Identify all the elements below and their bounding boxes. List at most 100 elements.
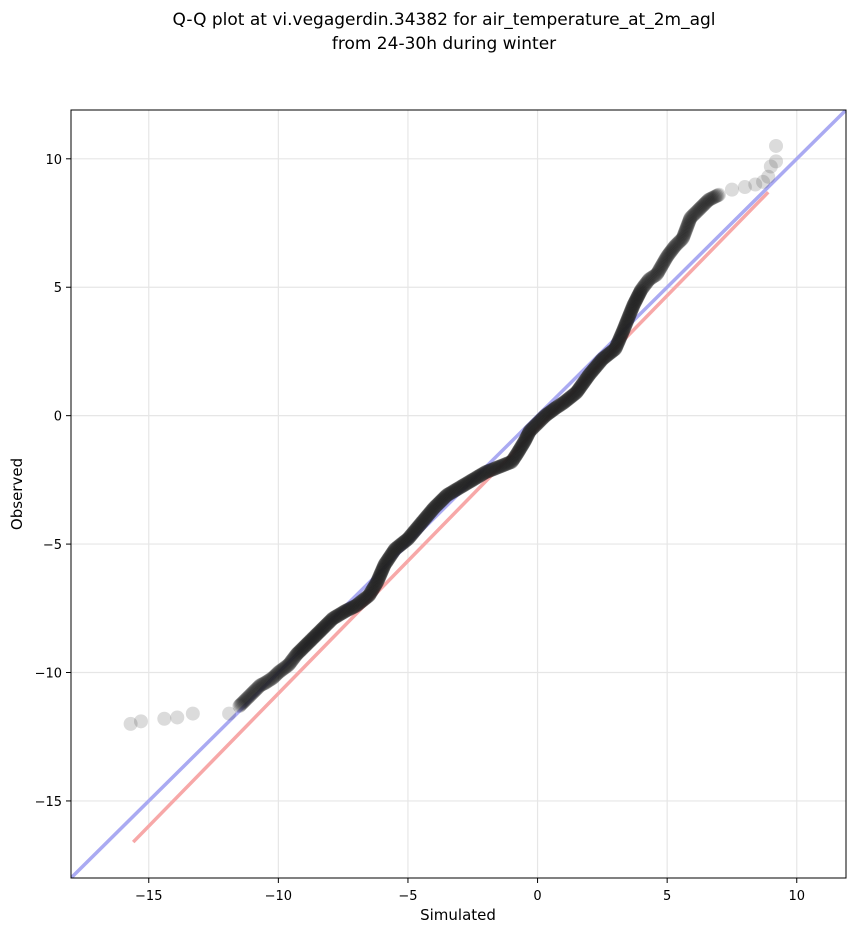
- qq-point: [528, 418, 543, 433]
- qq-point: [696, 198, 711, 213]
- qq-point: [438, 489, 453, 504]
- identity-line: [71, 110, 846, 878]
- qq-point: [624, 303, 639, 318]
- qq-point: [343, 601, 358, 616]
- qq-point: [272, 664, 287, 679]
- qq-point: [318, 619, 333, 634]
- qq-point: [349, 598, 364, 613]
- qq-point: [544, 404, 559, 419]
- qq-point: [252, 679, 267, 694]
- qq-point: [657, 254, 672, 269]
- qq-point: [423, 504, 438, 519]
- qq-point: [681, 214, 696, 229]
- qq-point: [313, 623, 328, 638]
- qq-point: [641, 273, 656, 288]
- qq-point: [371, 571, 386, 586]
- qq-point: [614, 328, 629, 343]
- qq-point: [314, 622, 329, 637]
- qq-point: [578, 372, 593, 387]
- qq-point: [484, 462, 499, 477]
- qq-point: [291, 645, 306, 660]
- qq-point: [652, 262, 667, 277]
- qq-point: [288, 648, 303, 663]
- qq-point: [476, 466, 491, 481]
- qq-point: [571, 383, 586, 398]
- qq-point: [456, 478, 471, 493]
- qq-point: [336, 605, 351, 620]
- qq-point: [519, 430, 534, 445]
- qq-point: [459, 476, 474, 491]
- qq-point: [564, 389, 579, 404]
- qq-point: [382, 549, 397, 564]
- qq-point: [404, 527, 419, 542]
- qq-point: [610, 336, 625, 351]
- qq-point: [426, 501, 441, 516]
- qq-point: [450, 482, 465, 497]
- qq-point: [555, 396, 570, 411]
- qq-point: [527, 419, 542, 434]
- qq-point: [287, 649, 302, 664]
- qq-point: [686, 207, 701, 222]
- qq-point: [257, 676, 272, 691]
- qq-point: [627, 296, 642, 311]
- qq-point: [592, 355, 607, 370]
- qq-point: [316, 620, 331, 635]
- qq-point: [435, 492, 450, 507]
- qq-point: [397, 534, 412, 549]
- qq-point: [635, 280, 650, 295]
- qq-point: [414, 515, 429, 530]
- qq-point: [237, 693, 252, 708]
- qq-point: [507, 451, 522, 466]
- qq-point: [431, 496, 446, 511]
- qq-point: [596, 351, 611, 366]
- qq-point: [691, 203, 706, 218]
- qq-point: [618, 318, 633, 333]
- qq-point: [374, 564, 389, 579]
- qq-point: [632, 286, 647, 301]
- qq-point: [541, 406, 556, 421]
- x-tick-label: 5: [663, 889, 671, 904]
- qq-point: [681, 216, 696, 231]
- qq-point: [286, 652, 301, 667]
- qq-point: [393, 537, 408, 552]
- qq-point: [670, 236, 685, 251]
- qq-point: [685, 208, 700, 223]
- qq-point: [298, 638, 313, 653]
- qq-point: [399, 532, 414, 547]
- qq-point: [608, 341, 623, 356]
- qq-point: [575, 377, 590, 392]
- qq-point: [563, 390, 578, 405]
- qq-point: [617, 321, 632, 336]
- qq-point: [678, 224, 693, 239]
- qq-point: [601, 347, 616, 362]
- qq-point: [333, 606, 348, 621]
- qq-point: [439, 488, 454, 503]
- qq-point: [387, 542, 402, 557]
- qq-point: [309, 627, 324, 642]
- qq-point: [623, 305, 638, 320]
- qq-point: [605, 343, 620, 358]
- qq-point: [617, 319, 632, 334]
- qq-point: [645, 269, 660, 284]
- qq-point: [396, 535, 411, 550]
- qq-point: [249, 681, 264, 696]
- qq-point: [282, 656, 297, 671]
- qq-point: [305, 631, 320, 646]
- qq-point: [615, 325, 630, 340]
- qq-point: [644, 270, 659, 285]
- qq-point: [623, 306, 638, 321]
- qq-point: [379, 555, 394, 570]
- qq-point: [763, 159, 778, 174]
- qq-point: [711, 187, 726, 202]
- qq-point: [677, 225, 692, 240]
- qq-point: [591, 356, 606, 371]
- qq-point: [278, 660, 293, 675]
- qq-point: [246, 684, 261, 699]
- qq-point: [652, 263, 667, 278]
- qq-point: [494, 458, 509, 473]
- qq-point: [281, 657, 296, 672]
- qq-point: [442, 486, 457, 501]
- qq-point: [362, 587, 377, 602]
- qq-point: [590, 358, 605, 373]
- qq-point: [530, 416, 545, 431]
